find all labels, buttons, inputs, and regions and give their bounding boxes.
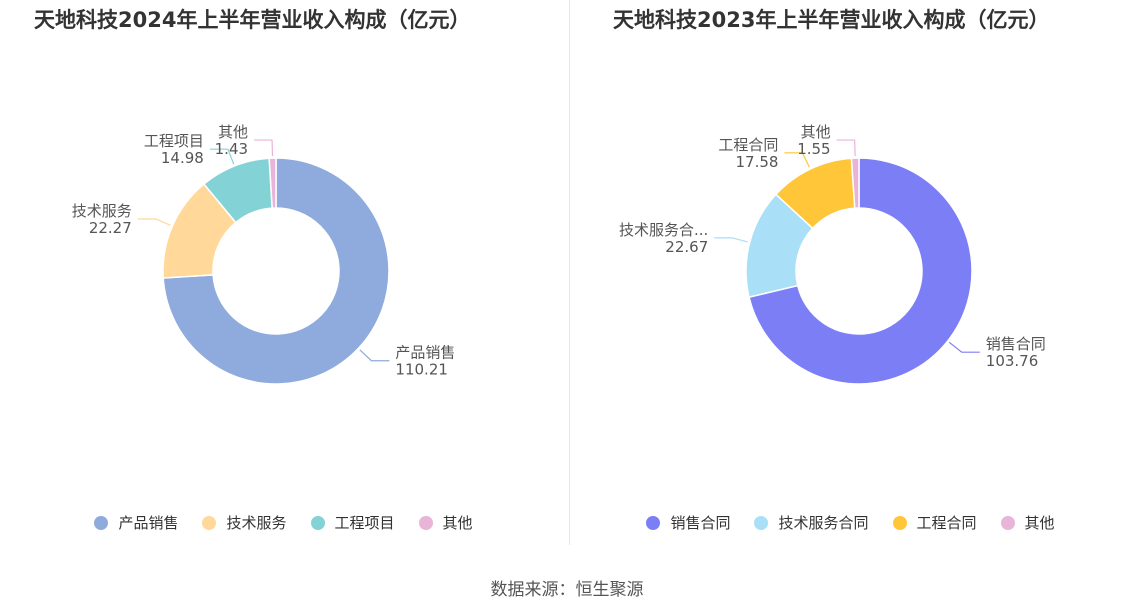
slice-value-label: 1.43 — [215, 140, 248, 158]
chart-panel-2023: 天地科技2023年上半年营业收入构成（亿元） 销售合同 103.76 技术服务合..… — [567, 0, 1134, 560]
legend-label: 其他 — [1024, 514, 1055, 532]
slice-label: 技术服务合... — [619, 221, 708, 239]
slice-label: 销售合同 — [986, 335, 1046, 353]
leader-line — [714, 237, 748, 243]
slice-销售合同[interactable] — [748, 157, 973, 385]
slice-label: 产品销售 — [395, 344, 455, 362]
leader-line — [137, 218, 171, 226]
leader-line — [359, 349, 390, 362]
slice-value-label: 22.27 — [89, 219, 132, 237]
legend-label: 工程项目 — [334, 514, 395, 532]
legend-label: 工程合同 — [916, 514, 977, 532]
legend-marker — [202, 515, 217, 530]
legend-marker — [418, 515, 433, 530]
legend-label: 其他 — [442, 514, 473, 532]
slice-其他[interactable] — [268, 157, 277, 209]
slice-label: 其他 — [801, 123, 831, 141]
legend-item-其他[interactable]: 其他 — [1000, 512, 1055, 533]
panel-divider — [569, 0, 570, 545]
legend-marker — [1000, 515, 1015, 530]
legend-marker — [646, 515, 661, 530]
slice-label: 其他 — [218, 123, 248, 141]
leader-line — [948, 341, 980, 353]
legend-item-工程合同[interactable]: 工程合同 — [892, 512, 977, 533]
legend-marker — [310, 515, 325, 530]
leader-line — [836, 139, 856, 157]
slice-label: 工程合同 — [718, 136, 778, 154]
data-source: 数据来源：恒生聚源 — [490, 580, 644, 600]
leader-line — [784, 152, 810, 168]
legend-item-产品销售[interactable]: 产品销售 — [94, 512, 178, 533]
slice-label: 工程项目 — [144, 132, 204, 150]
legend-item-技术服务[interactable]: 技术服务 — [202, 512, 287, 533]
chart-panel-2024: 天地科技2024年上半年营业收入构成（亿元） 产品销售 110.21 技术服务 22.… — [0, 0, 567, 560]
legend-label: 技术服务 — [226, 514, 287, 532]
slice-value-label: 1.55 — [797, 140, 830, 158]
legend-item-销售合同[interactable]: 销售合同 — [646, 512, 730, 533]
legend: 销售合同 技术服务合同 工程合同 其他 — [567, 512, 1134, 533]
legend-marker — [94, 515, 109, 530]
legend-item-技术服务合同[interactable]: 技术服务合同 — [754, 512, 869, 533]
slice-value-label: 17.58 — [735, 153, 778, 171]
slice-value-label: 110.21 — [395, 361, 448, 379]
legend: 产品销售 技术服务 工程项目 其他 — [0, 512, 567, 533]
slice-value-label: 14.98 — [161, 149, 204, 167]
legend-item-其他[interactable]: 其他 — [418, 512, 473, 533]
slice-value-label: 103.76 — [986, 352, 1038, 370]
legend-label: 技术服务合同 — [778, 514, 869, 532]
slice-label: 技术服务 — [72, 202, 132, 220]
slice-其他[interactable] — [850, 157, 860, 209]
legend-item-工程项目[interactable]: 工程项目 — [310, 512, 395, 533]
leader-line — [254, 139, 274, 157]
leader-line — [209, 148, 235, 165]
slice-产品销售[interactable] — [162, 157, 390, 385]
legend-label: 销售合同 — [670, 514, 731, 532]
chart-title: 天地科技2024年上半年营业收入构成（亿元） — [34, 8, 471, 32]
legend-marker — [754, 515, 769, 530]
slice-value-label: 22.67 — [665, 238, 708, 256]
legend-marker — [892, 515, 907, 530]
chart-title: 天地科技2023年上半年营业收入构成（亿元） — [613, 8, 1050, 32]
legend-label: 产品销售 — [118, 514, 179, 532]
